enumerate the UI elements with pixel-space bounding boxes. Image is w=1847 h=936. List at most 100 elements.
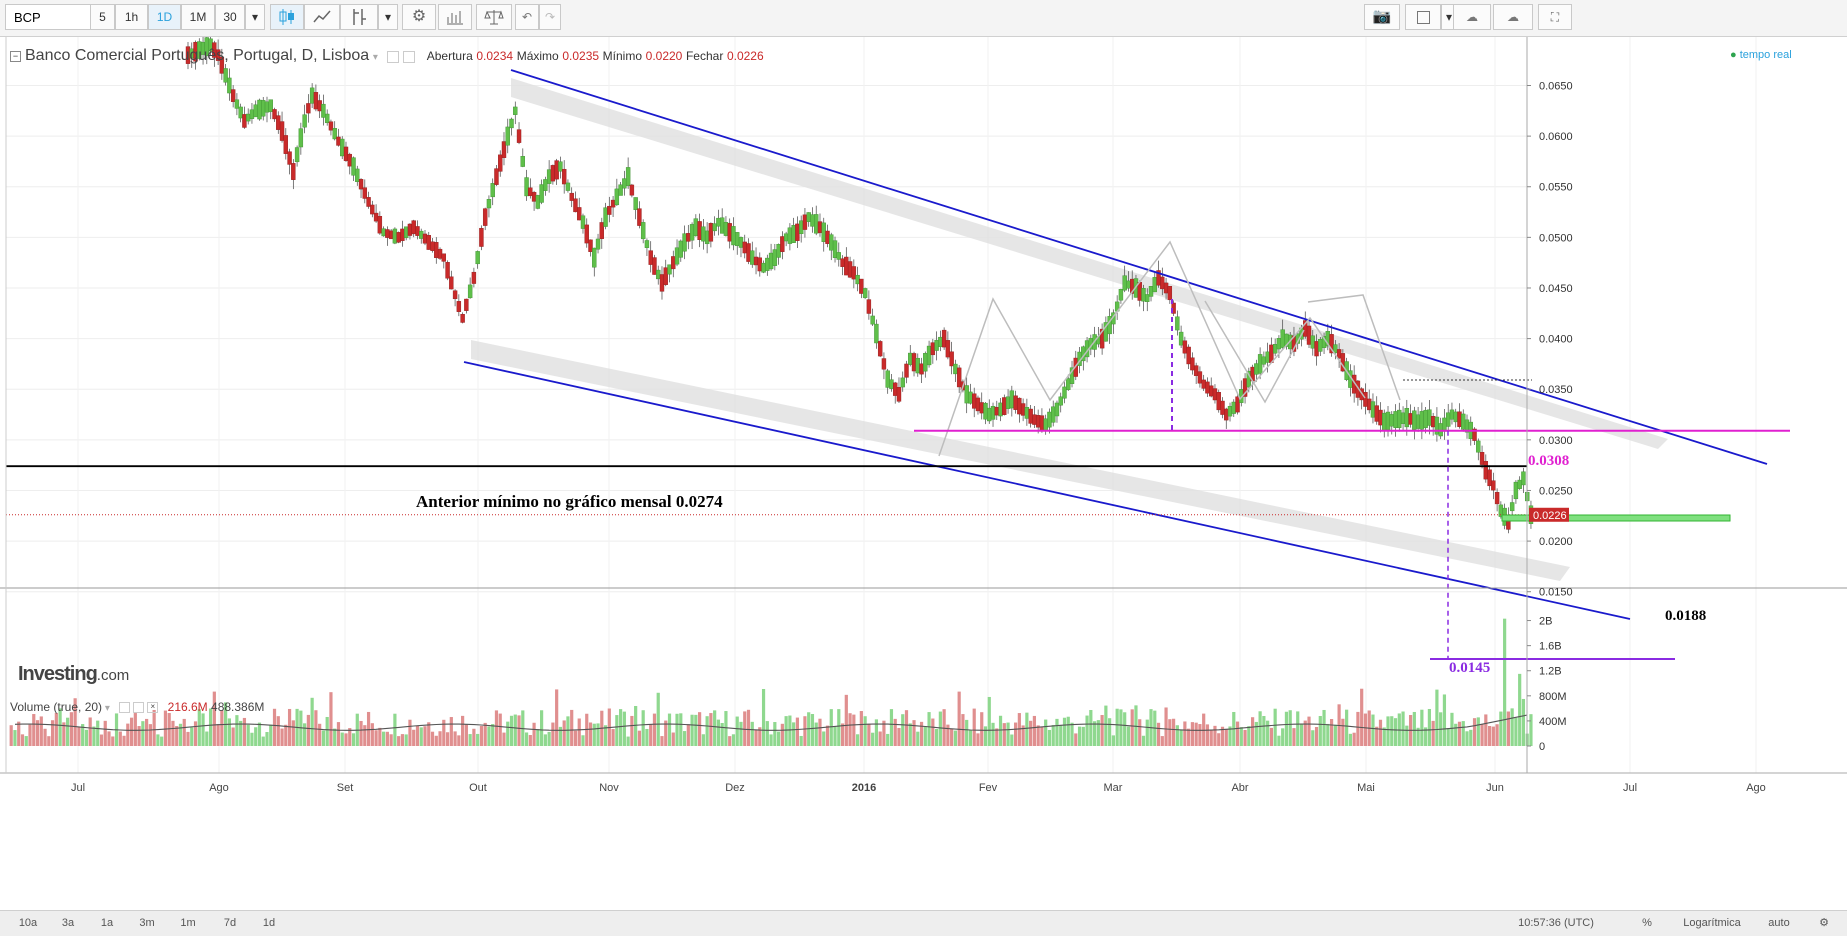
range-3a-button[interactable]: 3a <box>61 917 75 929</box>
symbol-input[interactable] <box>5 4 101 30</box>
candle-body <box>990 406 996 420</box>
volume-bar <box>321 730 326 746</box>
volume-bar <box>746 709 751 746</box>
volume-bar <box>570 709 574 746</box>
fullscreen-icon: ⛶ <box>1550 10 1560 24</box>
candle-body <box>1005 396 1011 409</box>
volume-bar <box>1175 725 1179 746</box>
range-7d-button[interactable]: 7d <box>223 917 237 929</box>
volume-bar <box>141 721 145 746</box>
range-1m-button[interactable]: 1m <box>180 917 196 929</box>
volume-bar <box>43 728 47 746</box>
volume-bar <box>694 714 698 746</box>
volume-bar <box>660 736 664 746</box>
volume-bar <box>1250 717 1255 746</box>
interval-dropdown-button[interactable]: ▾ <box>245 4 265 30</box>
candle-body <box>1272 344 1278 354</box>
volume-bar <box>318 723 322 746</box>
price-chart[interactable]: 0.0650 0.0600 0.0550 0.0500 0.0450 0.0400 0.03… <box>0 37 1847 910</box>
candle-body <box>625 167 631 187</box>
indicators-dropdown-button[interactable]: ▾ <box>378 4 398 30</box>
chevron-down-icon[interactable]: ▾ <box>372 52 378 63</box>
settings-small-icon[interactable] <box>403 50 416 63</box>
screenshot-button[interactable]: 📷 <box>1364 4 1400 30</box>
chevron-down-icon[interactable]: ▾ <box>102 703 113 714</box>
undo-button[interactable]: ↶ <box>515 4 539 30</box>
candle-body <box>505 126 510 146</box>
candle-body <box>979 402 984 414</box>
settings-small-icon[interactable] <box>132 702 144 714</box>
volume-bar <box>178 723 183 746</box>
interval-1d-button[interactable]: 1D <box>148 4 181 30</box>
volume-bar <box>280 728 284 746</box>
interval-1m-button[interactable]: 1M <box>181 4 215 30</box>
target2-label: 0.0145 <box>1449 660 1490 676</box>
eye-icon[interactable] <box>387 50 400 63</box>
volume-bar <box>385 731 389 746</box>
volume-bar <box>1487 726 1492 746</box>
log-scale-button[interactable]: Logarítmica <box>1683 917 1741 929</box>
volume-bar <box>24 736 28 746</box>
bar-style-button[interactable] <box>438 4 472 30</box>
candle-body <box>900 377 905 388</box>
range-3m-button[interactable]: 3m <box>139 917 155 929</box>
volume-bar <box>852 714 856 746</box>
auto-scale-button[interactable]: auto <box>1768 917 1790 929</box>
candle-body <box>535 195 541 209</box>
indicators-button[interactable] <box>340 4 378 30</box>
volume-bar <box>17 721 21 746</box>
volume-bar <box>81 724 85 746</box>
volume-bar <box>333 728 337 746</box>
range-1a-button[interactable]: 1a <box>100 917 114 929</box>
volume-bar <box>1457 721 1462 746</box>
settings-button[interactable]: ⚙ <box>402 4 436 30</box>
eye-icon[interactable] <box>118 702 130 714</box>
volume-bar <box>1273 708 1277 746</box>
interval-5-button[interactable]: 5 <box>90 4 115 30</box>
volume-bar <box>491 724 495 746</box>
volume-bar <box>889 709 894 746</box>
volume-bar <box>32 714 36 746</box>
volume-bar <box>1262 716 1266 746</box>
line-chart-button[interactable] <box>304 4 340 30</box>
volume-bar <box>269 724 273 746</box>
redo-button[interactable]: ↷ <box>539 4 561 30</box>
volume-bar <box>543 734 547 746</box>
candle-body <box>1039 415 1045 431</box>
save-cloud-button[interactable]: ☁ <box>1493 4 1533 30</box>
fullscreen-button[interactable]: ⛶ <box>1538 4 1572 30</box>
volume-bar <box>765 721 769 746</box>
load-cloud-button[interactable]: ☁ <box>1453 4 1491 30</box>
layout-button[interactable] <box>1405 4 1441 30</box>
volume-bar <box>167 713 171 746</box>
candle-body <box>825 230 830 244</box>
interval-1h-button[interactable]: 1h <box>115 4 148 30</box>
chevron-down-icon: ▾ <box>384 10 392 24</box>
close-icon[interactable]: × <box>147 702 159 714</box>
candle-body <box>637 208 642 226</box>
collapse-icon[interactable]: − <box>10 51 21 63</box>
candle-body <box>727 223 732 242</box>
candle-body <box>618 184 623 196</box>
volume-bar <box>1386 716 1390 746</box>
compare-button[interactable] <box>476 4 512 30</box>
interval-30-button[interactable]: 30 <box>215 4 245 30</box>
percent-scale-button[interactable]: % <box>1642 917 1652 929</box>
volume-bar <box>1013 722 1018 746</box>
range-1d-button[interactable]: 1d <box>262 917 276 929</box>
volume-bar <box>908 723 912 746</box>
volume-bar <box>449 717 453 746</box>
volume-bar <box>1390 716 1394 746</box>
volume-bar <box>1345 709 1349 746</box>
candle-body <box>219 56 225 74</box>
candles-button[interactable] <box>270 4 304 30</box>
volume-bar <box>517 715 521 746</box>
volume-bar <box>761 688 766 746</box>
candle-body <box>1013 395 1018 410</box>
candle-body <box>498 154 503 172</box>
volume-bar <box>1081 726 1085 746</box>
settings-button[interactable]: ⚙ <box>1812 913 1836 933</box>
range-10a-button[interactable]: 10a <box>18 917 38 929</box>
candle-body <box>396 232 401 243</box>
volume-bar <box>1521 698 1526 746</box>
